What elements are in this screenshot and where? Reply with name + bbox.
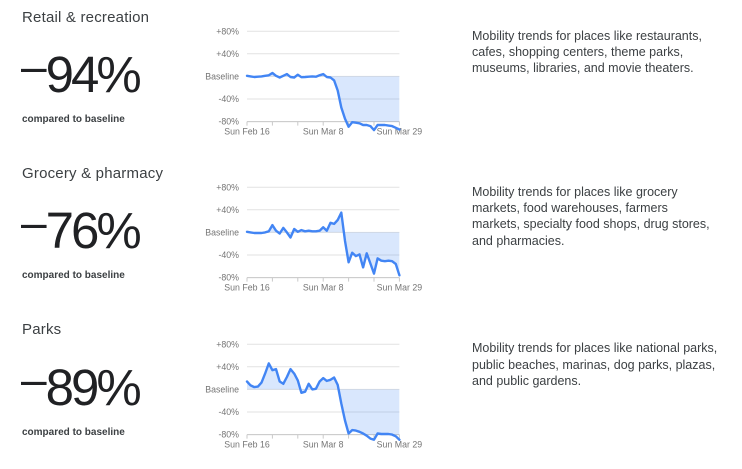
svg-text:-80%: -80%: [218, 117, 239, 127]
svg-text:Sun Mar 29: Sun Mar 29: [377, 283, 423, 293]
svg-text:Baseline: Baseline: [205, 72, 239, 82]
svg-text:-40%: -40%: [218, 407, 239, 417]
svg-text:Sun Feb 16: Sun Feb 16: [224, 127, 270, 137]
svg-text:+80%: +80%: [216, 26, 239, 36]
svg-text:Sun Feb 16: Sun Feb 16: [224, 283, 270, 293]
svg-text:+40%: +40%: [216, 205, 239, 215]
svg-text:Sun Mar 8: Sun Mar 8: [303, 283, 344, 293]
svg-text:-80%: -80%: [218, 273, 239, 283]
svg-text:Baseline: Baseline: [205, 228, 239, 238]
svg-text:-40%: -40%: [218, 250, 239, 260]
svg-text:-80%: -80%: [218, 429, 239, 439]
svg-text:-40%: -40%: [218, 94, 239, 104]
svg-text:+40%: +40%: [216, 361, 239, 371]
svg-text:+40%: +40%: [216, 49, 239, 59]
svg-text:Baseline: Baseline: [205, 384, 239, 394]
svg-text:Sun Mar 29: Sun Mar 29: [377, 127, 423, 137]
svg-text:+80%: +80%: [216, 182, 239, 192]
svg-text:Sun Mar 8: Sun Mar 8: [303, 127, 344, 137]
svg-text:+80%: +80%: [216, 339, 239, 349]
